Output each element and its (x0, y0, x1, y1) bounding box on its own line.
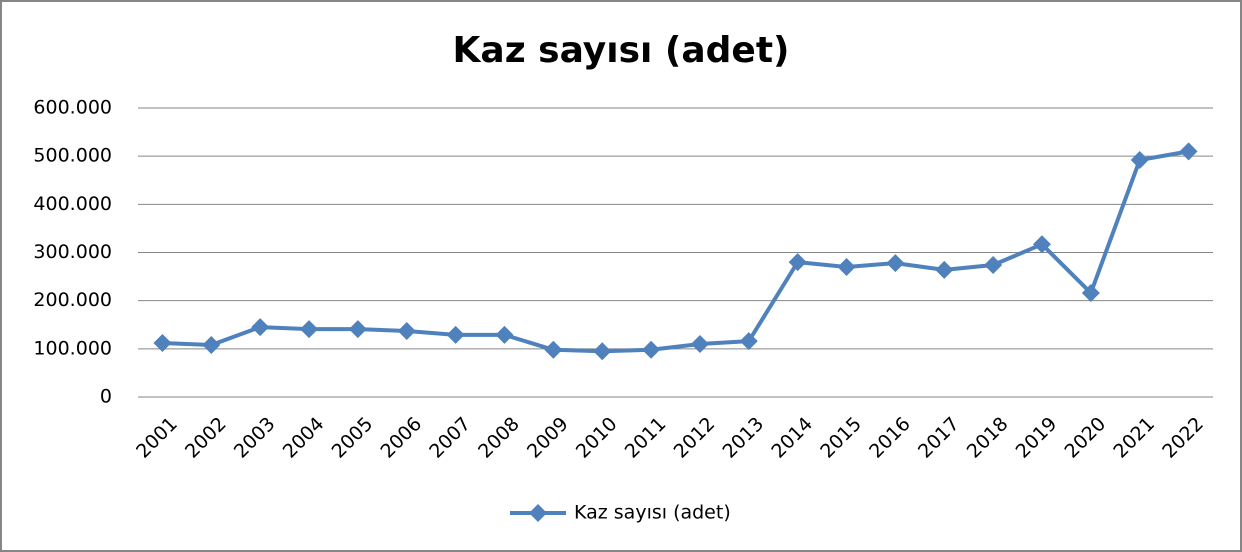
y-tick-label: 200.000 (33, 289, 112, 311)
chart-title: Kaz sayısı (adet) (453, 30, 790, 71)
marker (886, 254, 905, 273)
y-tick-label: 100.000 (33, 337, 112, 359)
marker (788, 253, 807, 272)
marker (202, 335, 221, 354)
marker (446, 325, 465, 344)
y-tick-label: 500.000 (33, 145, 112, 167)
legend-label: Kaz sayısı (adet) (574, 502, 731, 524)
marker (739, 332, 758, 351)
marker (1081, 283, 1100, 302)
marker (837, 257, 856, 276)
y-tick-label: 400.000 (33, 193, 112, 215)
marker (1032, 235, 1051, 254)
marker (495, 325, 514, 344)
marker (984, 256, 1003, 275)
marker (544, 340, 563, 359)
y-tick-label: 0 (100, 386, 112, 408)
legend-marker (529, 504, 547, 522)
line (162, 149, 1189, 354)
marker (690, 335, 709, 354)
marker (593, 342, 612, 361)
marker (251, 318, 270, 337)
y-tick-label: 300.000 (33, 241, 112, 263)
marker (642, 340, 661, 359)
marker (1130, 151, 1149, 170)
marker (935, 260, 954, 279)
marker (153, 334, 172, 353)
marker (348, 320, 367, 339)
marker (1179, 142, 1198, 161)
marker (397, 322, 416, 341)
y-tick-label: 600.000 (33, 97, 112, 119)
marker (300, 320, 319, 339)
